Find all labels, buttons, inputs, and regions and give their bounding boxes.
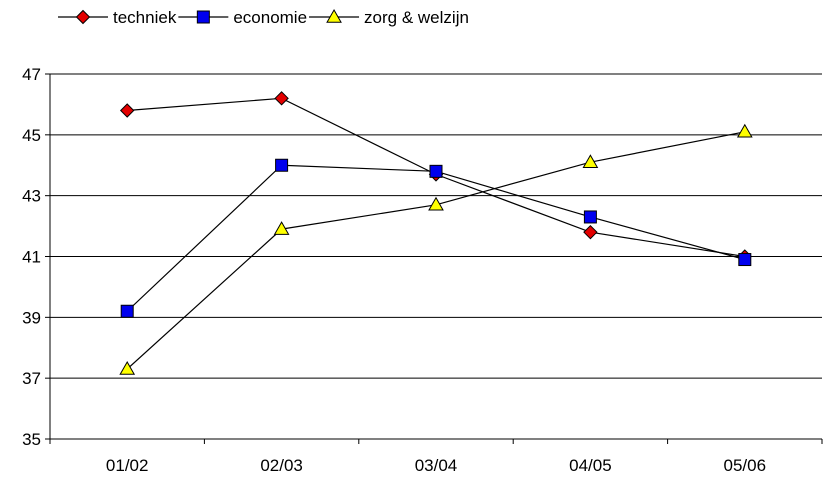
legend-item: economie [178,8,307,27]
data-point-zorg-welzijn [119,361,136,375]
x-tick-label: 01/02 [106,456,149,475]
data-point-zorg-welzijn [273,221,290,235]
data-point-techniek [119,103,135,118]
y-tick-label: 39 [22,308,41,327]
legend-label: zorg & welzijn [364,8,469,27]
data-point-techniek [583,224,598,240]
data-point-techniek [274,91,289,106]
x-tick-label: 04/05 [569,456,612,475]
legend-label: techniek [113,8,177,27]
legend-triangle-icon [326,8,342,23]
data-point-economie [738,253,752,267]
data-point-zorg-welzijn [736,123,753,138]
series-markers [119,91,753,375]
y-tick-label: 43 [22,187,41,206]
legend-diamond-icon [75,9,91,25]
y-tick-label: 47 [22,65,41,84]
y-tick-label: 35 [22,430,41,449]
data-point-economie [583,210,597,224]
y-tick-label: 45 [22,126,41,145]
series-line-economie [126,164,745,312]
x-tick-label: 03/04 [415,456,458,475]
x-tick-label: 02/03 [260,456,303,475]
data-point-zorg-welzijn [582,154,599,168]
gridlines [50,73,822,440]
data-point-zorg-welzijn [428,196,444,211]
series-lines [126,97,745,370]
x-axis-ticks: 01/02 02/03 03/04 04/05 05/06 [49,439,823,475]
data-point-economie [120,304,134,318]
legend-label: economie [233,8,307,27]
data-point-economie [275,158,289,172]
x-tick-label: 05/06 [724,456,767,475]
legend-item: techniek [58,8,177,27]
y-tick-label: 37 [22,369,41,388]
y-tick-label: 41 [22,248,41,267]
legend: techniek economie zorg & welzijn [58,8,469,27]
legend-item: zorg & welzijn [309,8,469,27]
y-axis-ticks: 35 37 39 41 43 45 47 [22,65,50,449]
data-point-economie [429,164,443,178]
legend-square-icon [196,10,210,24]
